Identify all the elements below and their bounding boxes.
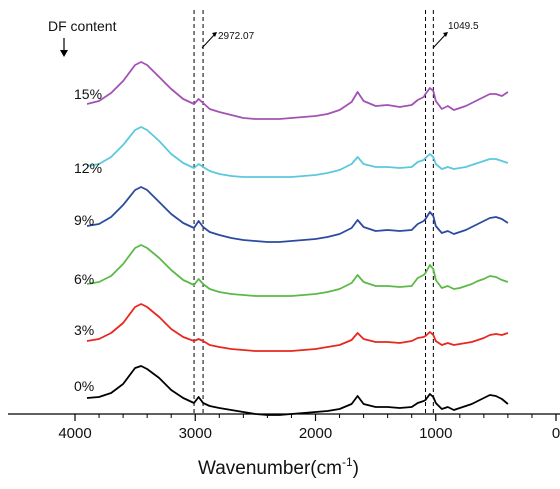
legend-title: DF content — [48, 18, 117, 34]
x-tick-label: 1000 — [419, 425, 452, 442]
series-line-0pct — [86, 365, 509, 416]
x-tick-label: 0 — [552, 425, 560, 442]
series-line-12pct — [86, 126, 509, 178]
x-tick-label: 2000 — [299, 425, 332, 442]
annotation-2972-label: 2972.07 — [218, 31, 255, 42]
x-axis-label-text: Wavenumber(cm — [198, 458, 342, 479]
series-line-9pct — [86, 186, 509, 243]
series-group — [86, 61, 509, 416]
series-line-15pct — [86, 61, 509, 120]
series-line-6pct — [86, 244, 509, 297]
x-axis: 4000 3000 2000 1000 0 — [8, 413, 560, 442]
series-labels: 0% 3% 6% 9% 12% 15% — [74, 86, 102, 394]
reference-lines — [193, 10, 434, 414]
annotation-2972: 2972.07 — [201, 31, 255, 49]
x-axis-label-close: ) — [353, 458, 359, 479]
down-arrow-icon — [60, 38, 68, 57]
x-axis-label-superscript: -1 — [342, 455, 353, 469]
series-label: 9% — [74, 212, 94, 228]
series-line-3pct — [86, 303, 509, 352]
series-label: 0% — [74, 378, 94, 394]
annotation-1049-label: 1049.5 — [448, 21, 479, 32]
series-label: 6% — [74, 271, 94, 287]
x-tick-label: 3000 — [179, 425, 212, 442]
series-label: 12% — [74, 160, 102, 176]
series-label: 15% — [74, 86, 102, 102]
x-tick-label: 4000 — [58, 425, 91, 442]
annotation-1049: 1049.5 — [432, 21, 479, 49]
x-axis-label: Wavenumber(cm-1) — [198, 455, 359, 479]
series-label: 3% — [74, 322, 94, 338]
